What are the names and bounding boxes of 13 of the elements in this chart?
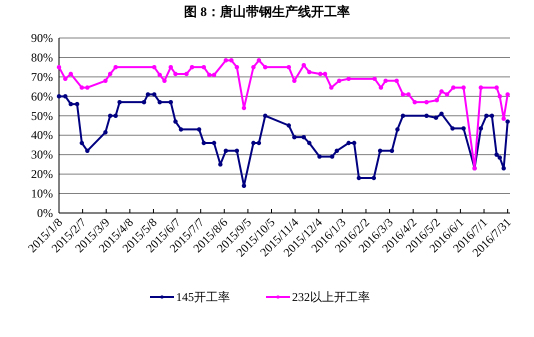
legend-label: 232以上开工率 — [292, 290, 370, 304]
y-tick-label: 20% — [31, 167, 53, 182]
y-tick-label: 0% — [37, 206, 53, 220]
y-tick-label: 40% — [31, 128, 53, 142]
y-tick-label: 10% — [31, 186, 53, 201]
y-tick-label: 90% — [31, 31, 53, 45]
y-tick-label: 30% — [31, 148, 53, 162]
title: 图 8：唐山带钢生产线开工率 — [184, 4, 350, 19]
y-tick-label: 80% — [31, 50, 53, 64]
legend-label: 145开工率 — [176, 290, 230, 304]
y-tick-label: 70% — [31, 70, 53, 84]
y-tick-label: 60% — [31, 89, 53, 104]
y-tick-label: 50% — [31, 108, 53, 123]
